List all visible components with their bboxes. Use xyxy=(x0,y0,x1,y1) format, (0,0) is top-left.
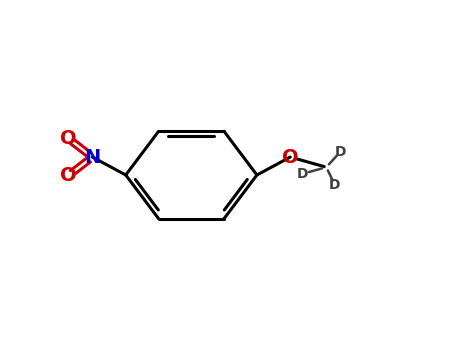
Text: O: O xyxy=(60,129,77,148)
Text: D: D xyxy=(329,178,341,192)
Text: O: O xyxy=(60,166,77,185)
Text: D: D xyxy=(297,167,309,181)
Text: N: N xyxy=(84,148,101,167)
Text: D: D xyxy=(335,145,346,159)
Text: O: O xyxy=(282,148,298,167)
